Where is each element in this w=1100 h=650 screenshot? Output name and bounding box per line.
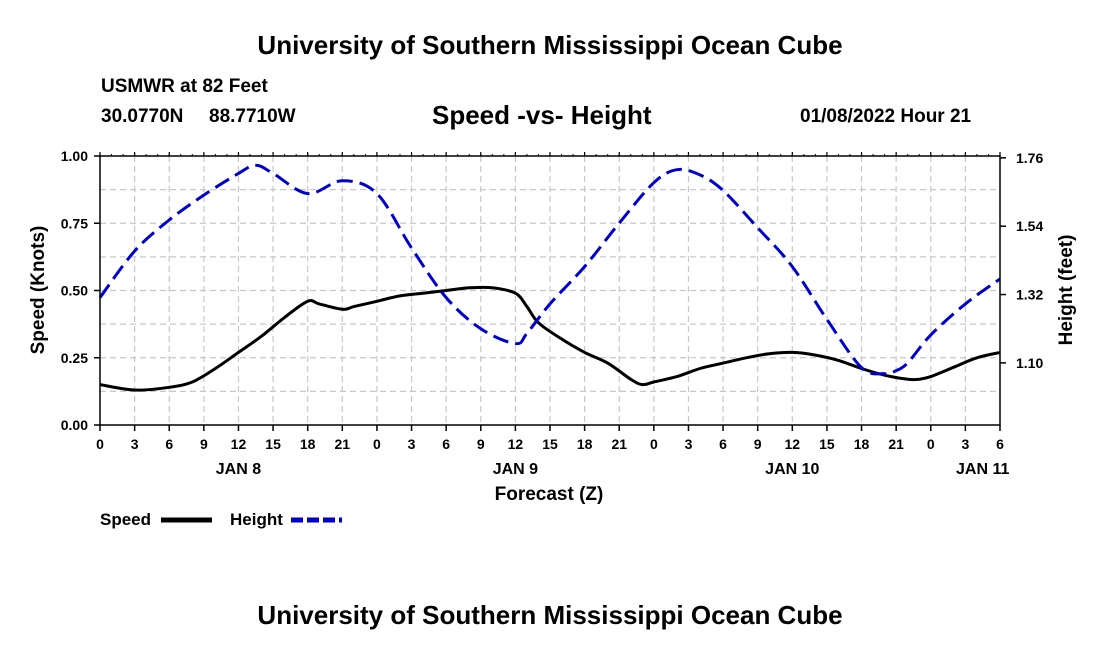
x-tick-label: 0: [927, 436, 935, 452]
legend: Speed Height: [100, 510, 342, 529]
x-tick-label: 3: [131, 436, 139, 452]
day-label: JAN 9: [493, 461, 538, 478]
x-tick-label: 21: [888, 436, 904, 452]
y-right-tick-label: 1.10: [1016, 355, 1043, 371]
day-label: JAN 8: [216, 461, 261, 478]
y-left-tick-label: 0.75: [61, 215, 88, 231]
series-line-height: [98, 163, 1001, 376]
forecast-datetime: 01/08/2022 Hour 21: [800, 106, 972, 127]
x-tick-label: 12: [785, 436, 801, 452]
x-tick-label: 18: [577, 436, 593, 452]
x-tick-label: 12: [231, 436, 247, 452]
day-label: JAN 10: [765, 461, 819, 478]
x-tick-label: 6: [996, 436, 1004, 452]
y-left-tick-label: 0.25: [61, 350, 88, 366]
x-tick-label: 15: [265, 436, 281, 452]
footer-title: University of Southern Mississippi Ocean…: [257, 600, 843, 630]
y-right-tick-label: 1.54: [1016, 218, 1043, 234]
x-tick-label: 0: [373, 436, 381, 452]
grid: [100, 156, 1000, 425]
x-tick-label: 6: [442, 436, 450, 452]
x-tick-label: 6: [165, 436, 173, 452]
y-left-tick-label: 0.50: [61, 283, 88, 299]
x-tick-label: 18: [300, 436, 316, 452]
y-left-tick-label: 1.00: [61, 148, 88, 164]
x-tick-label: 9: [477, 436, 485, 452]
x-tick-label: 18: [854, 436, 870, 452]
legend-speed-label: Speed: [100, 510, 151, 529]
x-tick-label: 21: [335, 436, 351, 452]
x-tick-label: 15: [819, 436, 835, 452]
series-layer: [98, 163, 1001, 392]
y-right-tick-label: 1.32: [1016, 287, 1043, 303]
x-tick-label: 9: [754, 436, 762, 452]
page-title: University of Southern Mississippi Ocean…: [257, 30, 843, 60]
x-tick-label: 3: [685, 436, 693, 452]
chart-title: Speed -vs- Height: [432, 100, 652, 130]
y-right-tick-label: 1.76: [1016, 150, 1043, 166]
day-label: JAN 11: [956, 461, 1009, 478]
y-left-tick-label: 0.00: [61, 417, 88, 433]
x-axis-label: Forecast (Z): [495, 484, 604, 505]
x-tick-label: 3: [961, 436, 969, 452]
ticks: 0 3 6 9 12 15 18 21 0 3 6 9 12 15 18 21 0 3 6 9 12 15 18 21 0 3 6 0…: [61, 148, 1044, 478]
x-tick-label: 6: [719, 436, 727, 452]
x-tick-label: 15: [542, 436, 558, 452]
station-label: USMWR at 82 Feet: [101, 76, 268, 97]
x-tick-label: 0: [650, 436, 658, 452]
latitude-label: 30.0770N: [101, 106, 184, 127]
y-axis-label-right: Height (feet): [1056, 235, 1077, 346]
x-tick-label: 9: [200, 436, 208, 452]
x-tick-label: 0: [96, 436, 104, 452]
legend-height-label: Height: [230, 510, 283, 529]
longitude-label: 88.7710W: [209, 106, 296, 127]
y-axis-label-left: Speed (Knots): [28, 226, 49, 355]
x-tick-label: 12: [508, 436, 524, 452]
x-tick-label: 3: [408, 436, 416, 452]
x-tick-label: 21: [611, 436, 627, 452]
